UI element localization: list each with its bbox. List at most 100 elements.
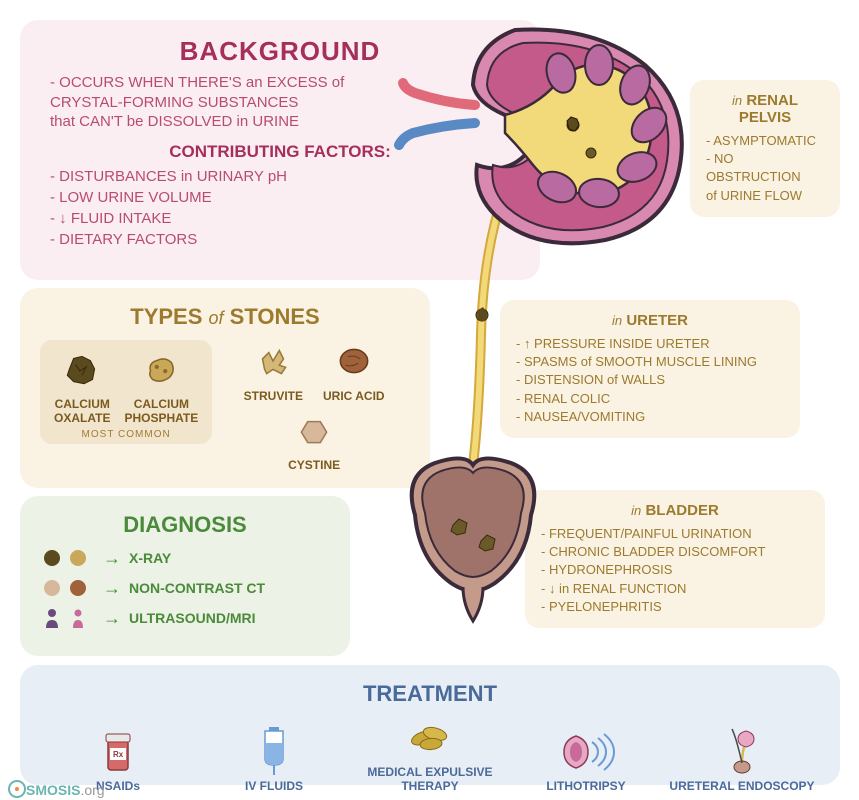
diag-icons-1 <box>40 576 95 600</box>
stone-struvite: STRUVITE <box>244 340 303 403</box>
stones-grid: CALCIUM OXALATE CALCIUM PHOSPHATE MOST C… <box>40 340 410 472</box>
stones-panel: TYPES of STONES CALCIUM OXALATE CALCIUM … <box>20 288 430 488</box>
background-panel: BACKGROUND - OCCURS WHEN THERE'S an EXCE… <box>20 20 540 280</box>
factor-3: - DIETARY FACTORS <box>50 229 520 250</box>
treatment-row: Rx NSAIDs IV FLUIDS MEDICAL EXPULSIVE TH… <box>40 711 820 793</box>
stone-label-3: URIC ACID <box>323 389 385 403</box>
factor-0: - DISTURBANCES in URINARY pH <box>50 166 520 187</box>
in-text: in <box>612 313 622 328</box>
diag-label-2: ULTRASOUND/MRI <box>129 610 256 626</box>
arrow-icon: → <box>103 548 121 569</box>
bladder-item-3: - ↓ in RENAL FUNCTION <box>541 580 809 598</box>
diag-icons-2 <box>40 606 95 630</box>
background-desc: - OCCURS WHEN THERE'S an EXCESS of CRYST… <box>50 73 520 132</box>
treat-label-4: URETERAL ENDOSCOPY <box>664 779 820 793</box>
calcium-phosphate-icon <box>140 348 182 390</box>
diag-label-1: NON-CONTRAST CT <box>129 580 265 596</box>
renal-list: - ASYMPTOMATIC - NO OBSTRUCTION of URINE… <box>706 132 824 205</box>
person-icon <box>66 606 90 630</box>
bg-desc-2: CRYSTAL-FORMING SUBSTANCES <box>50 93 520 113</box>
bg-desc-3: that CAN'T be DISSOLVED in URINE <box>50 112 520 132</box>
mini-stone-icon <box>40 546 64 570</box>
svg-text:Rx: Rx <box>113 750 124 759</box>
treat-iv: IV FLUIDS <box>196 725 352 793</box>
logo-text: SMOSIS <box>26 782 80 798</box>
ureter-title-text: URETER <box>626 312 688 329</box>
stones-title-pre: TYPES <box>130 304 202 329</box>
in-text: in <box>732 93 742 108</box>
stone-label-4: CYSTINE <box>222 458 406 472</box>
uric-acid-icon <box>333 340 375 382</box>
bladder-list: - FREQUENT/PAINFUL URINATION - CHRONIC B… <box>541 525 809 616</box>
mini-stone-icon <box>66 546 90 570</box>
bladder-item-1: - CHRONIC BLADDER DISCOMFORT <box>541 543 809 561</box>
mini-stone-icon <box>66 576 90 600</box>
factor-1: - LOW URINE VOLUME <box>50 187 520 208</box>
bg-desc-1: - OCCURS WHEN THERE'S an EXCESS of <box>50 73 520 93</box>
contrib-title: CONTRIBUTING FACTORS: <box>40 142 520 162</box>
ureter-item-4: - NAUSEA/VOMITING <box>516 408 784 426</box>
cystine-icon <box>293 409 335 451</box>
calcium-oxalate-icon <box>61 348 103 390</box>
mini-stone-icon <box>40 576 64 600</box>
diag-row-ct: → NON-CONTRAST CT <box>40 576 330 600</box>
ureter-item-0: - ↑ PRESSURE INSIDE URETER <box>516 335 784 353</box>
stone-cystine: CYSTINE <box>222 409 406 472</box>
stone-label-1: CALCIUM PHOSPHATE <box>124 397 198 425</box>
most-common-box: CALCIUM OXALATE CALCIUM PHOSPHATE MOST C… <box>40 340 212 444</box>
bladder-item-4: - PYELONEPHRITIS <box>541 598 809 616</box>
stones-title-of: of <box>209 308 224 328</box>
renal-item-1: - NO OBSTRUCTION of URINE FLOW <box>706 150 824 205</box>
arrow-icon: → <box>103 578 121 599</box>
most-common-label: MOST COMMON <box>50 429 202 440</box>
stone-calcium-phosphate: CALCIUM PHOSPHATE <box>124 348 198 425</box>
osmosis-logo: SMOSIS.org <box>8 780 105 798</box>
lithotripsy-icon <box>508 725 664 775</box>
ureter-title: in URETER <box>516 312 784 329</box>
treat-endo: URETERAL ENDOSCOPY <box>664 725 820 793</box>
treat-litho: LITHOTRIPSY <box>508 725 664 793</box>
bladder-item-2: - HYDRONEPHROSIS <box>541 561 809 579</box>
treatment-title: TREATMENT <box>40 681 820 707</box>
bladder-info-panel: in BLADDER - FREQUENT/PAINFUL URINATION … <box>525 490 825 628</box>
renal-title-text: RENAL PELVIS <box>739 92 798 126</box>
bladder-title-text: BLADDER <box>645 502 718 519</box>
treatment-panel: TREATMENT Rx NSAIDs IV FLUIDS MEDICAL EX… <box>20 665 840 785</box>
struvite-icon <box>252 340 294 382</box>
treat-label-3: LITHOTRIPSY <box>508 779 664 793</box>
stones-other: STRUVITE URIC ACID CYSTINE <box>218 340 410 472</box>
in-text: in <box>631 503 641 518</box>
ureter-item-2: - DISTENSION of WALLS <box>516 371 784 389</box>
diag-label-0: X-RAY <box>129 550 171 566</box>
stones-title: TYPES of STONES <box>40 304 410 330</box>
treat-met: MEDICAL EXPULSIVE THERAPY <box>352 711 508 793</box>
arrow-icon: → <box>103 608 121 629</box>
treat-label-2: MEDICAL EXPULSIVE THERAPY <box>352 765 508 793</box>
ureter-item-3: - RENAL COLIC <box>516 390 784 408</box>
diag-icons-0 <box>40 546 95 570</box>
diag-row-xray: → X-RAY <box>40 546 330 570</box>
diagnosis-panel: DIAGNOSIS → X-RAY → NON-CONTRAST CT → UL… <box>20 496 350 656</box>
renal-item-0: - ASYMPTOMATIC <box>706 132 824 150</box>
stone-label-0: CALCIUM OXALATE <box>54 397 110 425</box>
renal-info-panel: in RENAL PELVIS - ASYMPTOMATIC - NO OBST… <box>690 80 840 217</box>
stone-uric-acid: URIC ACID <box>323 340 385 403</box>
treat-label-1: IV FLUIDS <box>196 779 352 793</box>
logo-suffix: .org <box>80 782 104 798</box>
ureter-list: - ↑ PRESSURE INSIDE URETER - SPASMS of S… <box>516 335 784 426</box>
bladder-title: in BLADDER <box>541 502 809 519</box>
pill-bottle-icon: Rx <box>40 725 196 775</box>
stones-title-post: STONES <box>230 304 320 329</box>
iv-bag-icon <box>196 725 352 775</box>
ureter-info-panel: in URETER - ↑ PRESSURE INSIDE URETER - S… <box>500 300 800 438</box>
background-title: BACKGROUND <box>40 36 520 67</box>
person-icon <box>40 606 64 630</box>
logo-icon <box>8 780 26 798</box>
bladder-item-0: - FREQUENT/PAINFUL URINATION <box>541 525 809 543</box>
renal-title: in RENAL PELVIS <box>706 92 824 126</box>
ureter-item-1: - SPASMS of SMOOTH MUSCLE LINING <box>516 353 784 371</box>
diag-row-us: → ULTRASOUND/MRI <box>40 606 330 630</box>
stone-calcium-oxalate: CALCIUM OXALATE <box>54 348 110 425</box>
stone-label-2: STRUVITE <box>244 389 303 403</box>
capsules-icon <box>352 711 508 761</box>
